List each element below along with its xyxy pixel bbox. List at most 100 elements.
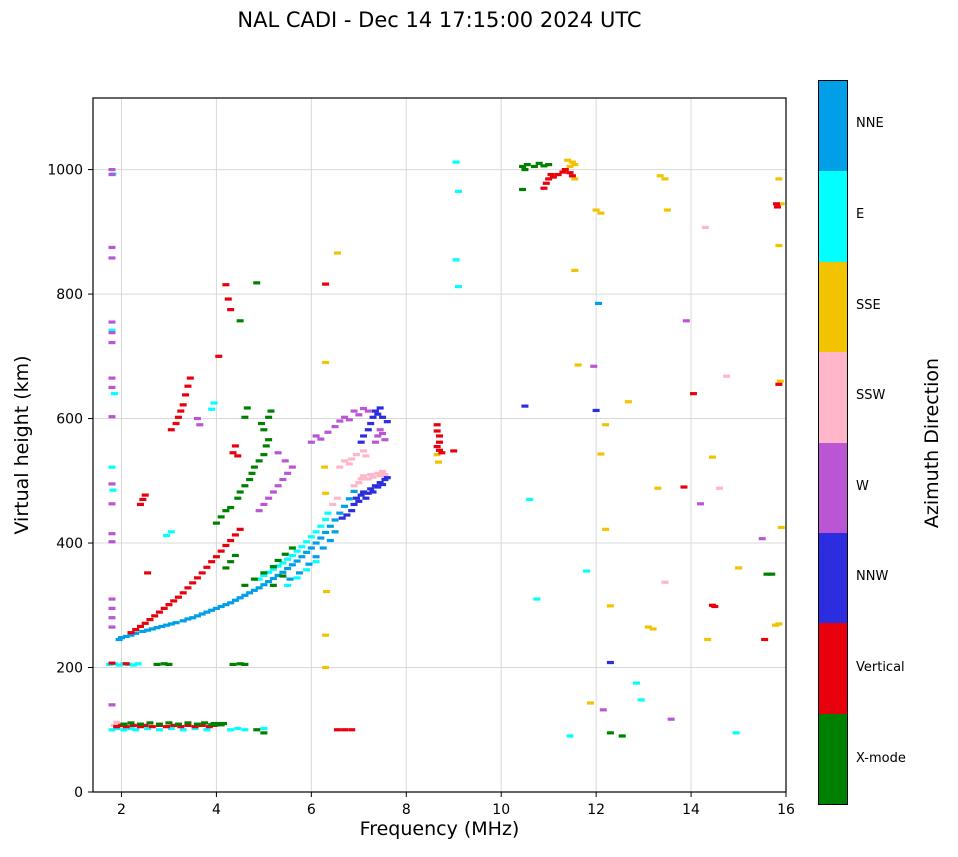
data-point-e [191,726,199,731]
data-point-sse [735,566,743,570]
data-point-e [452,160,460,164]
colorbar-segment-e [819,171,847,262]
x-tick-label: 8 [402,802,411,818]
data-point-ssw [360,449,368,453]
data-point-e [108,328,116,332]
data-point-x-mode [260,428,268,432]
data-point-e [322,517,330,521]
data-point-vertical [174,595,182,599]
data-point-vertical [170,723,178,728]
data-point-nne [117,636,125,640]
y-tick-label: 400 [56,536,83,552]
data-point-nnw [369,415,377,419]
data-point-sse [661,177,669,181]
data-point-e [255,577,263,581]
data-point-w [108,616,116,620]
data-point-nnw [521,404,529,408]
data-point-w [108,245,116,249]
data-point-nnw [348,509,356,513]
data-point-vertical [144,571,152,575]
x-tick-label: 2 [117,802,126,818]
data-point-e [108,465,116,469]
data-point-vertical [170,599,178,603]
data-point-x-mode [155,722,163,726]
data-point-sse [704,637,712,642]
data-point-sse [776,379,784,383]
data-point-sse [435,460,443,464]
data-point-vertical [341,728,349,732]
data-point-vertical [165,603,173,607]
data-point-vertical [174,415,182,419]
data-point-vertical [182,393,190,397]
data-point-ssw [360,474,368,478]
data-point-x-mode [120,722,128,726]
data-point-x-mode [279,574,287,578]
data-point-w [108,331,116,335]
data-point-w [599,708,607,712]
data-point-nne [212,606,220,610]
data-point-sse [322,491,330,495]
data-point-vertical [146,617,154,622]
data-point-e [274,564,282,568]
x-tick-label: 16 [777,802,795,818]
data-point-vertical [224,297,232,301]
data-point-e [132,728,140,732]
data-point-e [115,663,123,667]
data-point-w [360,406,368,411]
data-point-nne [269,576,277,581]
data-point-sse [606,604,614,608]
data-point-nne [250,588,258,592]
data-point-vertical [773,202,781,206]
data-point-w [108,532,116,536]
data-point-nnw [360,434,368,438]
data-point-w [317,437,325,441]
x-axis-label: Frequency (MHz) [359,818,520,840]
data-point-x-mode [258,421,266,426]
data-point-e [303,568,311,572]
data-point-nne [127,633,135,637]
data-point-vertical [179,591,187,595]
data-point-e [269,567,277,571]
data-point-vertical [160,606,168,610]
data-point-w [307,440,315,444]
data-point-nnw [338,516,346,520]
data-point-vertical [129,723,137,728]
data-point-ssw [369,475,377,479]
data-point-sse [586,701,594,705]
data-point-vertical [545,177,553,181]
y-tick-label: 600 [56,412,83,428]
data-point-nne [260,583,268,587]
data-point-nne [595,301,603,305]
data-point-nne [122,634,130,638]
data-point-ssw [701,225,709,230]
data-point-e [312,530,320,534]
data-point-x-mode [241,583,249,587]
data-point-x-mode [222,566,230,570]
data-point-x-mode [260,731,268,735]
data-point-w [364,409,372,413]
data-point-x-mode [768,572,776,576]
data-point-nne [184,617,192,621]
data-point-e [134,662,142,666]
data-point-sse [649,627,657,631]
data-point-x-mode [146,721,154,725]
data-point-e [312,560,320,564]
colorbar-segment-w [819,442,847,533]
data-point-x-mode [127,721,135,725]
data-point-x-mode [763,572,771,576]
data-point-e [260,726,268,731]
data-point-nne [189,616,197,620]
data-point-e [324,511,332,515]
data-point-x-mode [229,662,237,667]
data-point-nnw [369,490,377,494]
data-point-ssw [333,496,341,500]
data-point-sse [568,160,576,164]
data-point-x-mode [236,490,244,494]
data-point-nne [236,596,244,600]
data-point-nnw [343,513,351,517]
data-point-vertical [222,543,230,548]
data-point-w [284,471,292,475]
data-point-ssw [341,459,349,463]
data-point-e [155,728,163,732]
data-point-nne [167,622,175,626]
